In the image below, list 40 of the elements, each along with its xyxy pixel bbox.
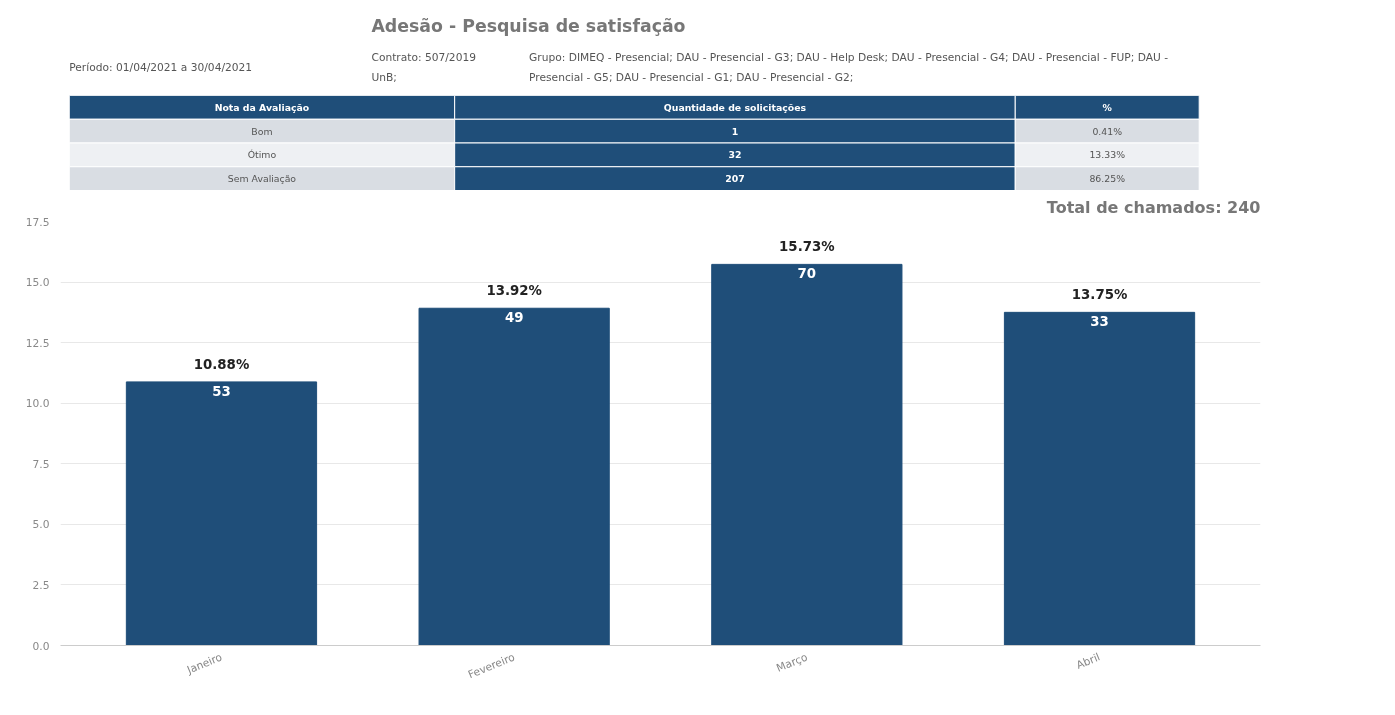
y-tick-label: 2.5 <box>32 578 50 592</box>
data-label: 15.73% <box>779 239 835 255</box>
text: 0.41% <box>1092 125 1123 137</box>
text: Contrato: 507/2019 <box>371 51 477 64</box>
bar <box>418 307 610 646</box>
text: Nota da Avaliação <box>214 101 310 113</box>
bar <box>125 381 318 646</box>
text: UnB; <box>371 71 397 84</box>
text: Total de chamados: 240 <box>1046 197 1261 217</box>
text: 86.25% <box>1089 173 1126 185</box>
bar <box>1003 311 1196 646</box>
data-label: 10.88% <box>193 356 250 372</box>
y-tick-label: 17.5 <box>25 215 50 229</box>
y-tick-label: 12.5 <box>25 336 50 350</box>
text: % <box>1102 101 1113 113</box>
y-tick-label: 5.0 <box>32 518 50 532</box>
text: 32 <box>728 149 742 161</box>
text: Sem Avaliação <box>227 173 297 185</box>
x-tick-label: Abril <box>1074 650 1103 672</box>
y-tick-label: 15.0 <box>25 276 50 290</box>
annotation: 33 <box>1090 314 1109 330</box>
text: Período: 01/04/2021 a 30/04/2021 <box>69 61 253 74</box>
text: Bom <box>251 125 273 137</box>
annotation: 49 <box>504 310 524 326</box>
text: 1 <box>731 125 739 137</box>
y-tick-label: 10.0 <box>25 397 50 411</box>
y-tick-label: 7.5 <box>32 457 50 471</box>
text: Quantidade de solicitações <box>663 101 807 113</box>
text: Grupo: DIMEQ - Presencial; DAU - Presencial - G3; DAU - Help Desk; DAU - Presencial - G4; DAU - Presencial - FUP; DAU - Presencial - G5; DAU - Presencial - G1; DAU - Presencial - G2; <box>529 51 1169 84</box>
text: 207 <box>725 173 745 185</box>
text: Adesão - Pesquisa de satisfação <box>371 15 686 36</box>
annotation: 53 <box>212 383 231 399</box>
text: Ótimo <box>247 149 277 161</box>
annotation: 70 <box>797 266 817 282</box>
text: 13.33% <box>1089 149 1126 161</box>
x-tick-label: Março <box>774 650 810 675</box>
bar <box>711 263 903 646</box>
data-label: 13.75% <box>1071 287 1128 303</box>
y-tick-label: 0.0 <box>32 639 50 653</box>
data-label: 13.92% <box>486 283 542 299</box>
